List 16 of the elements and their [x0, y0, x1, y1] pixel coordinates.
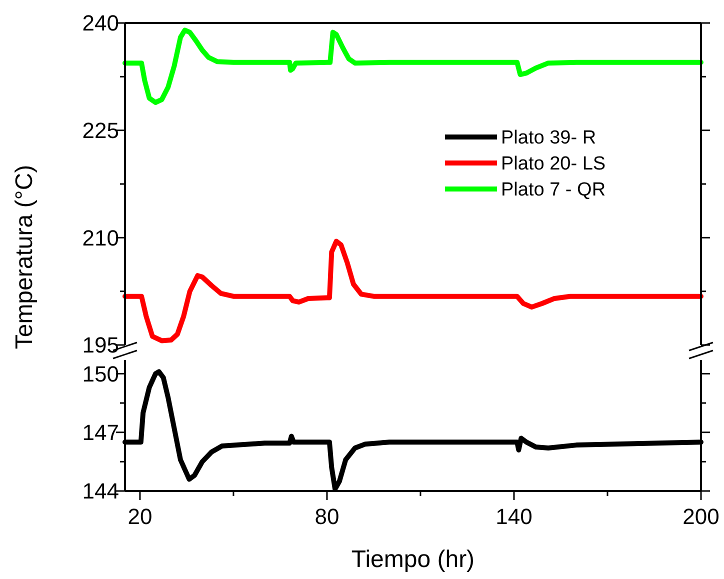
y-tick-label: 240 — [82, 10, 119, 36]
x-tick-label: 200 — [682, 504, 720, 529]
x-tick-label: 140 — [496, 504, 532, 529]
x-tick-label: 20 — [128, 504, 152, 529]
y-tick-label: 210 — [82, 225, 119, 250]
y-tick-label: 147 — [82, 420, 119, 446]
legend-label: Plato 7 - QR — [501, 180, 606, 201]
legend-label: Plato 20- LS — [501, 154, 606, 175]
x-axis-title: Tiempo (hr) — [351, 546, 475, 573]
x-tick-label: 80 — [314, 504, 340, 529]
text: Plato 39- R — [501, 128, 596, 149]
y-tick-label: 195 — [82, 332, 119, 358]
y-tick-label: 150 — [82, 361, 119, 386]
y-axis-title: Temperatura (°C) — [11, 164, 38, 350]
y-tick-label: 225 — [82, 118, 119, 144]
y-tick-label: 144 — [82, 478, 119, 504]
